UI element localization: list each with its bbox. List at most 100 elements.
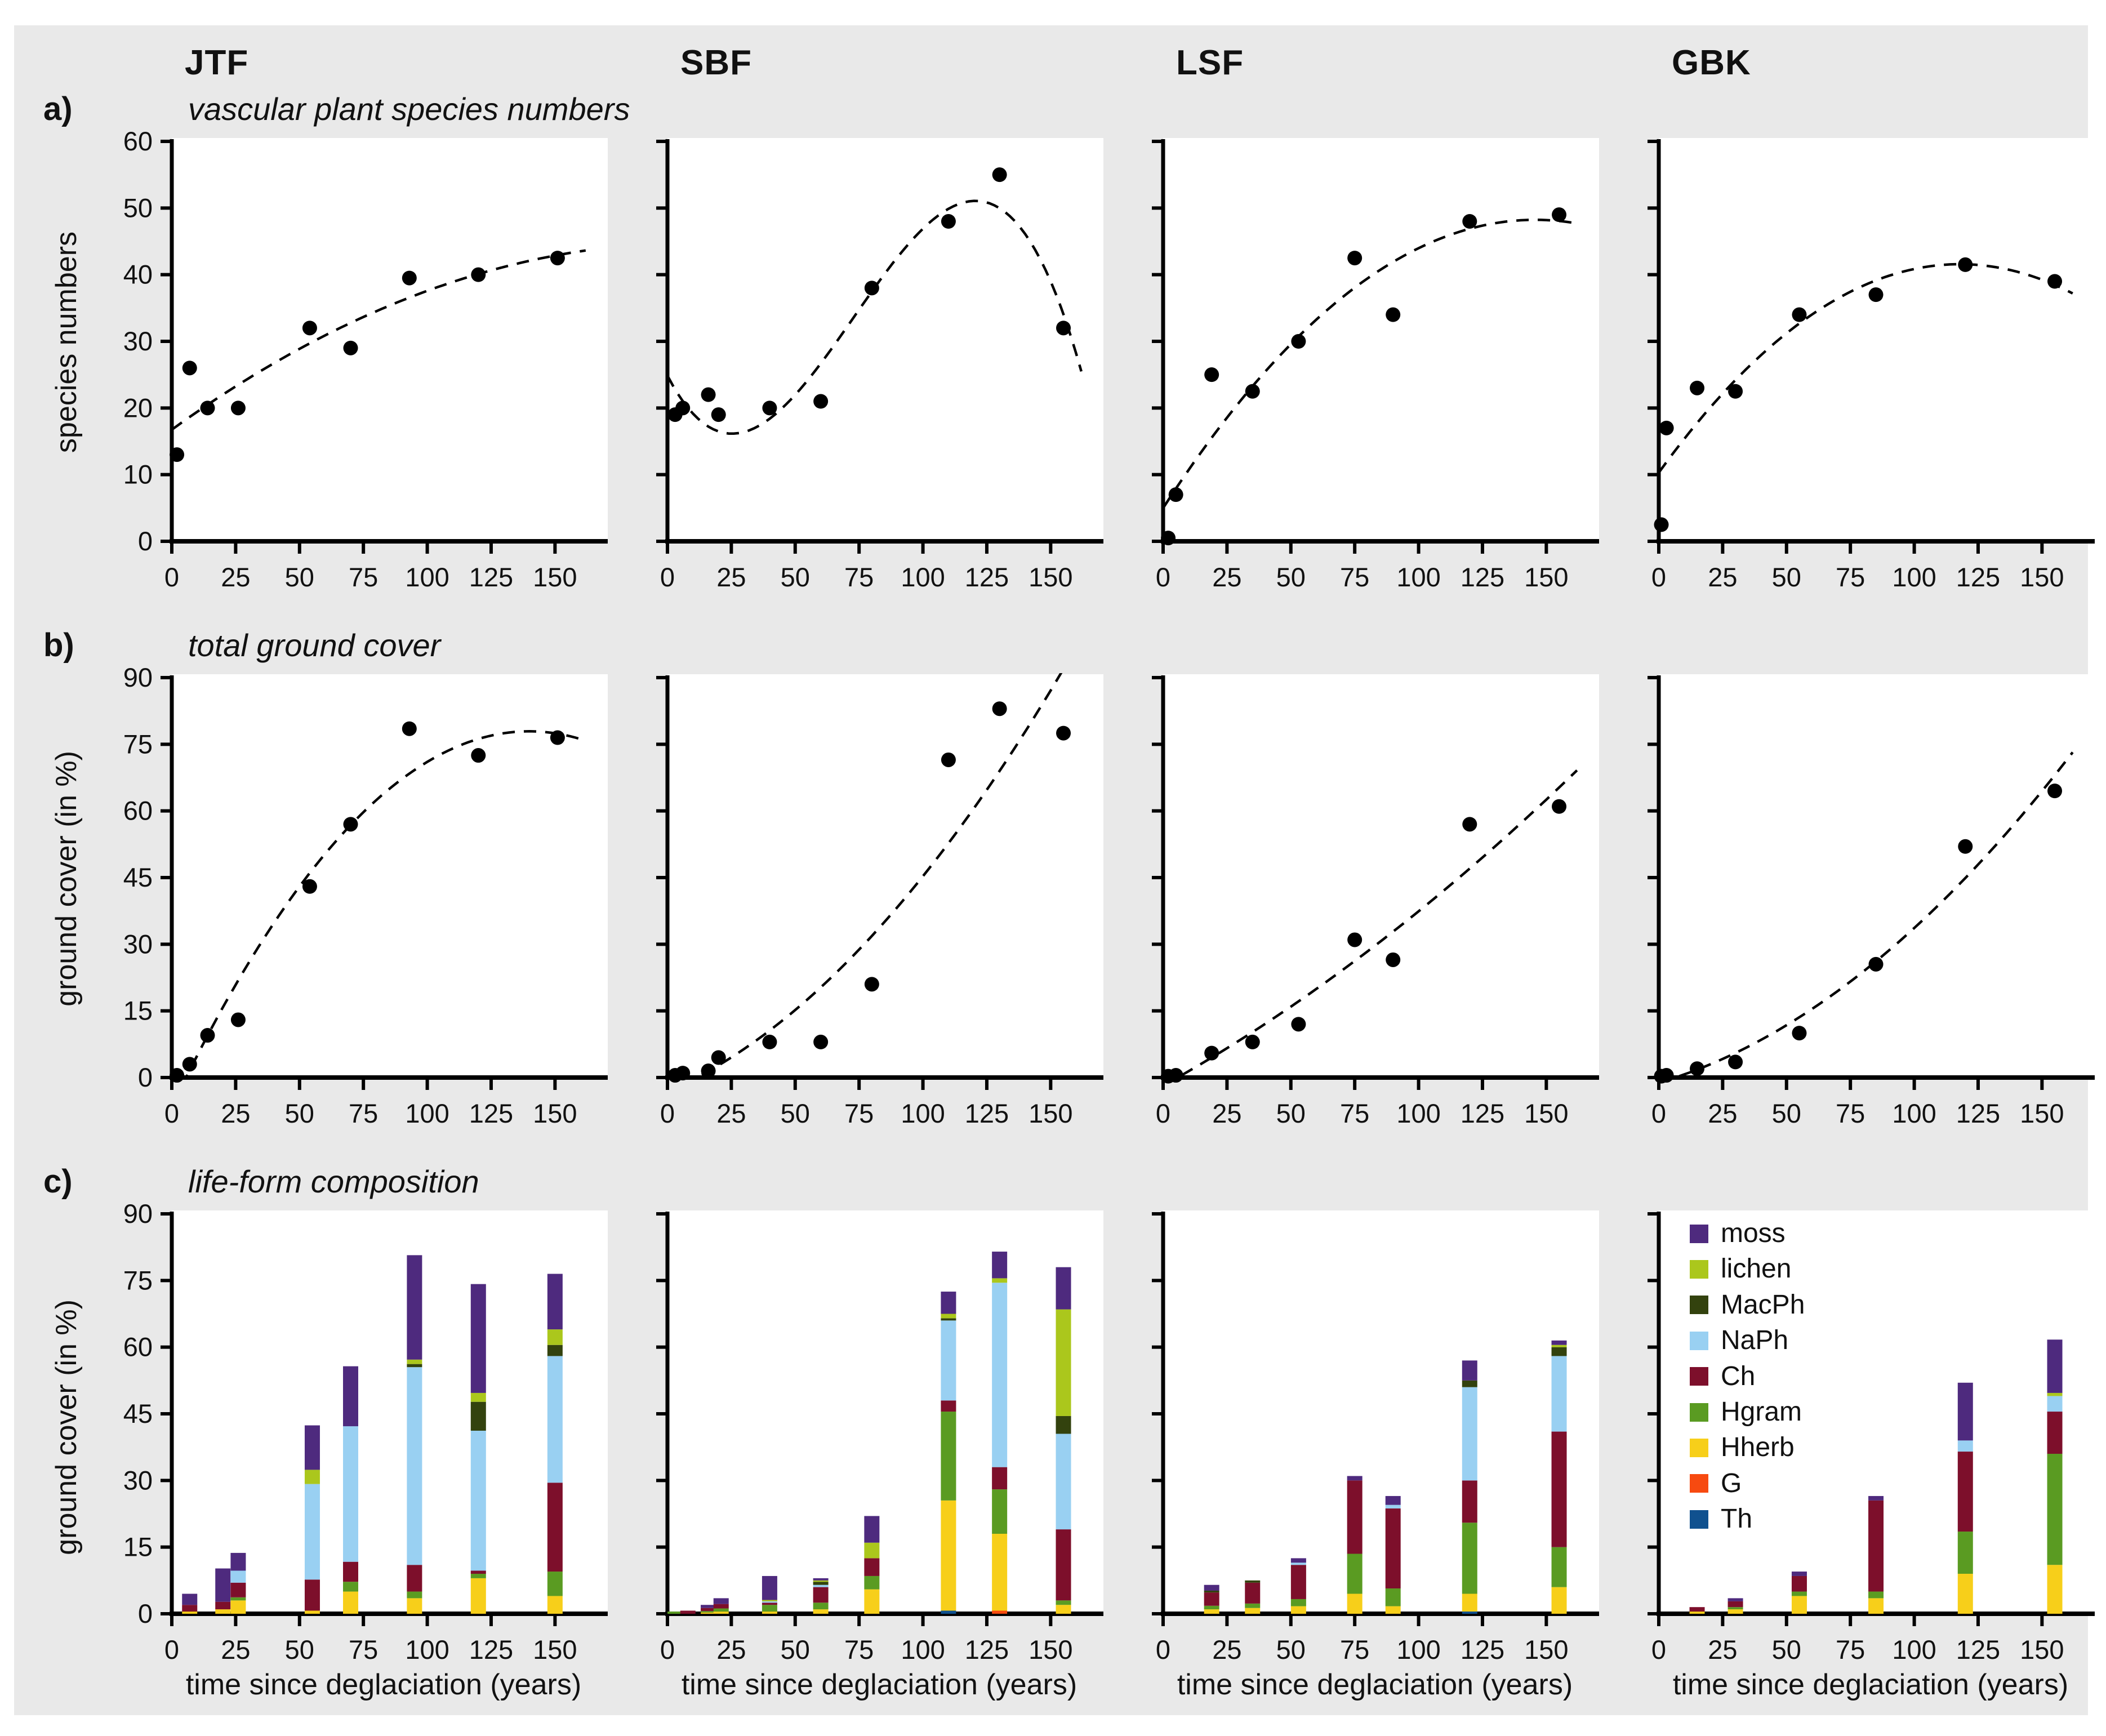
panel-c-lsf: 0 25 50 75 100 125 150 time since deglaciation…	[1110, 1204, 1605, 1702]
svg-text:150: 150	[1524, 562, 1568, 592]
legend-label: MacPh	[1721, 1289, 1805, 1320]
panel-b-sbf: 0 25 50 75 100 125 150	[614, 667, 1110, 1141]
svg-text:60: 60	[123, 131, 153, 156]
legend-label: Hherb	[1721, 1432, 1795, 1463]
legend-label: G	[1721, 1468, 1742, 1498]
legend-label: moss	[1721, 1218, 1786, 1248]
svg-text:25: 25	[221, 1635, 250, 1664]
svg-text:150: 150	[533, 562, 577, 592]
svg-text:0: 0	[164, 1635, 179, 1664]
panel-c-sbf: 0 25 50 75 100 125 150 time since deglaciation…	[614, 1204, 1110, 1702]
svg-text:150: 150	[2020, 562, 2064, 592]
panel-c-gbk: 0 25 50 75 100 125 150 time since deglaciation…	[1605, 1204, 2101, 1702]
chart-a-jtf: 0 10 20 30 40 50 60 0 25 50 75 100 125 150	[123, 131, 608, 592]
svg-text:25: 25	[716, 1635, 746, 1664]
ch-swatch-icon	[1690, 1367, 1708, 1386]
row-b-title-line: b) total ground cover	[14, 622, 2088, 667]
svg-text:25: 25	[716, 1098, 746, 1128]
svg-text:150: 150	[1028, 562, 1072, 592]
svg-text:100: 100	[1892, 1635, 1936, 1664]
svg-text:15: 15	[123, 996, 153, 1026]
x-axis-title-sbf: time since deglaciation (years)	[681, 1668, 1078, 1701]
svg-text:0: 0	[1156, 562, 1170, 592]
svg-text:100: 100	[901, 1098, 945, 1128]
svg-text:100: 100	[1892, 1098, 1936, 1128]
row-b-panels: ground cover (in %) 0 15 30 45 60 75 90 0 25 50 75…	[14, 667, 2095, 1141]
svg-text:50: 50	[781, 1098, 810, 1128]
svg-text:60: 60	[123, 1332, 153, 1362]
x-axis-title-lsf: time since deglaciation (years)	[1177, 1668, 1573, 1701]
svg-text:75: 75	[1836, 1098, 1865, 1128]
chart-c-lsf: 0 25 50 75 100 125 150	[1152, 1210, 1599, 1664]
chart-b-sbf: 0 25 50 75 100 125 150	[656, 673, 1103, 1128]
svg-text:25: 25	[221, 1098, 250, 1128]
legend-item-ch: Ch	[1690, 1361, 1805, 1391]
legend-item-hherb: Hherb	[1690, 1432, 1805, 1463]
panel-a-lsf: 0 25 50 75 100 125 150	[1110, 131, 1605, 604]
legend-item-th: Th	[1690, 1504, 1805, 1533]
svg-text:150: 150	[533, 1098, 577, 1128]
hherb-swatch-icon	[1690, 1439, 1708, 1458]
svg-text:125: 125	[1956, 1098, 2000, 1128]
panel-a-jtf: 0 10 20 30 40 50 60 0 25 50 75 100 125 150	[118, 131, 614, 604]
panel-b-lsf: 0 25 50 75 100 125 150	[1110, 667, 1605, 1141]
chart-a-lsf: 0 25 50 75 100 125 150	[1152, 138, 1599, 592]
legend-label: Ch	[1721, 1361, 1756, 1391]
svg-text:50: 50	[1772, 1635, 1801, 1664]
svg-text:0: 0	[1651, 1635, 1666, 1664]
svg-text:125: 125	[965, 1098, 1009, 1128]
svg-text:0: 0	[1651, 1098, 1666, 1128]
svg-text:100: 100	[1396, 1098, 1440, 1128]
svg-text:0: 0	[138, 526, 153, 556]
row-c-y-axis-title: ground cover (in %)	[50, 1299, 83, 1555]
row-c-title: life-form composition	[188, 1163, 479, 1199]
svg-text:0: 0	[164, 562, 179, 592]
legend-label: NaPh	[1721, 1325, 1789, 1356]
legend-item-hgram: Hgram	[1690, 1397, 1805, 1426]
svg-text:25: 25	[716, 562, 746, 592]
g-swatch-icon	[1690, 1474, 1708, 1493]
svg-text:125: 125	[965, 562, 1009, 592]
svg-text:0: 0	[164, 1098, 179, 1128]
svg-text:25: 25	[1708, 1635, 1737, 1664]
svg-text:50: 50	[285, 562, 314, 592]
svg-text:150: 150	[2020, 1635, 2064, 1664]
svg-text:0: 0	[138, 1599, 153, 1628]
svg-text:30: 30	[123, 1465, 153, 1495]
legend-item-lichen: lichen	[1690, 1254, 1805, 1283]
svg-text:75: 75	[349, 1635, 378, 1664]
svg-text:100: 100	[1396, 562, 1440, 592]
chart-c-gbk: 0 25 50 75 100 125 150	[1648, 1210, 2095, 1664]
svg-text:150: 150	[1524, 1635, 1568, 1664]
svg-text:25: 25	[1212, 1098, 1241, 1128]
row-b-gutter: ground cover (in %)	[14, 667, 118, 1141]
column-headers: JTF SBF LSF GBK	[14, 34, 2088, 83]
svg-text:15: 15	[123, 1532, 153, 1562]
legend-item-naph: NaPh	[1690, 1325, 1805, 1356]
svg-text:10: 10	[123, 460, 153, 489]
row-c-label: c)	[43, 1163, 73, 1200]
svg-text:0: 0	[138, 1062, 153, 1092]
svg-text:100: 100	[901, 1635, 945, 1664]
naph-swatch-icon	[1690, 1331, 1708, 1350]
svg-text:75: 75	[1836, 562, 1865, 592]
row-c-gutter: ground cover (in %)	[14, 1204, 118, 1702]
svg-text:100: 100	[405, 1098, 449, 1128]
svg-text:100: 100	[1892, 562, 1936, 592]
svg-text:50: 50	[781, 562, 810, 592]
svg-text:50: 50	[1772, 562, 1801, 592]
svg-text:150: 150	[2020, 1098, 2064, 1128]
svg-text:0: 0	[660, 562, 675, 592]
svg-text:50: 50	[1276, 1635, 1306, 1664]
row-a-label: a)	[43, 90, 73, 127]
svg-text:25: 25	[1708, 562, 1737, 592]
svg-text:45: 45	[123, 862, 153, 892]
svg-text:30: 30	[123, 929, 153, 959]
svg-text:60: 60	[123, 796, 153, 826]
macph-swatch-icon	[1690, 1296, 1708, 1315]
svg-text:50: 50	[123, 193, 153, 222]
chart-a-gbk: 0 25 50 75 100 125 150	[1648, 138, 2095, 592]
x-axis-title-gbk: time since deglaciation (years)	[1672, 1668, 2069, 1701]
chart-b-gbk: 0 25 50 75 100 125 150	[1648, 674, 2095, 1128]
svg-text:50: 50	[1276, 562, 1306, 592]
